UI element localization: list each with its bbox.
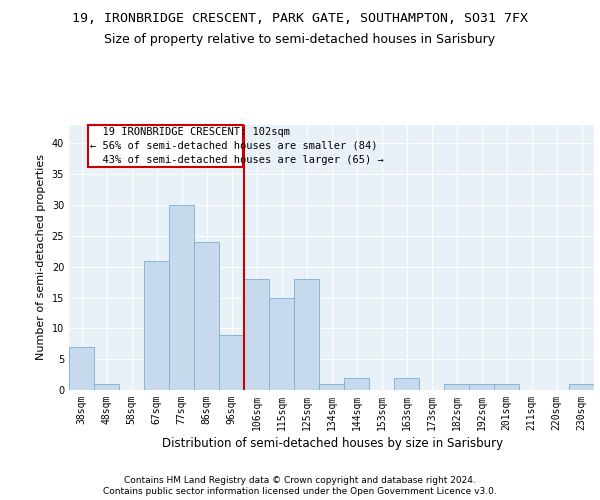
- Bar: [244, 279, 269, 390]
- Bar: [88, 125, 243, 167]
- Bar: [319, 384, 344, 390]
- Bar: [194, 242, 219, 390]
- Bar: [394, 378, 419, 390]
- Text: Distribution of semi-detached houses by size in Sarisbury: Distribution of semi-detached houses by …: [163, 438, 503, 450]
- Bar: [69, 347, 94, 390]
- Bar: [269, 298, 294, 390]
- Text: 19 IRONBRIDGE CRESCENT: 102sqm
← 56% of semi-detached houses are smaller (84)
  : 19 IRONBRIDGE CRESCENT: 102sqm ← 56% of …: [90, 126, 384, 166]
- Bar: [294, 279, 319, 390]
- Bar: [144, 260, 169, 390]
- Bar: [494, 384, 519, 390]
- Bar: [469, 384, 494, 390]
- Bar: [444, 384, 469, 390]
- Text: Contains public sector information licensed under the Open Government Licence v3: Contains public sector information licen…: [103, 488, 497, 496]
- Text: 19, IRONBRIDGE CRESCENT, PARK GATE, SOUTHAMPTON, SO31 7FX: 19, IRONBRIDGE CRESCENT, PARK GATE, SOUT…: [72, 12, 528, 26]
- Bar: [94, 384, 119, 390]
- Text: Contains HM Land Registry data © Crown copyright and database right 2024.: Contains HM Land Registry data © Crown c…: [124, 476, 476, 485]
- Bar: [169, 205, 194, 390]
- Bar: [344, 378, 369, 390]
- Text: Size of property relative to semi-detached houses in Sarisbury: Size of property relative to semi-detach…: [104, 32, 496, 46]
- Bar: [219, 334, 244, 390]
- Y-axis label: Number of semi-detached properties: Number of semi-detached properties: [36, 154, 46, 360]
- Bar: [569, 384, 594, 390]
